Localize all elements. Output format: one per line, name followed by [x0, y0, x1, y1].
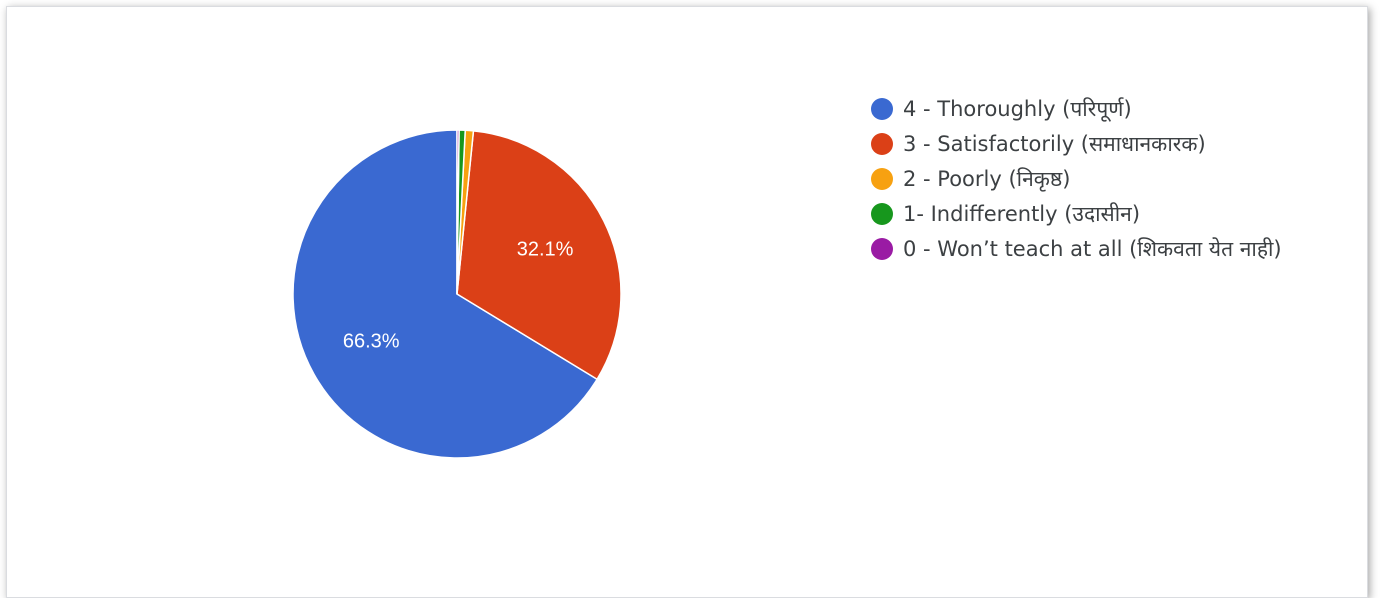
pie-slice-thoroughly: [292, 129, 599, 459]
legend-label-poorly: 2 - Poorly (निकृष्ठ): [903, 166, 1071, 191]
legend-dot-thoroughly: [871, 97, 893, 120]
legend-dot-poorly: [871, 167, 893, 190]
pie-chart: 66.3% 32.1%: [292, 129, 622, 459]
legend-label-satisfactorily: 3 - Satisfactorily (समाधानकारक): [903, 131, 1206, 156]
legend-item-poorly: 2 - Poorly (निकृष्ठ): [871, 161, 1282, 196]
legend-label-thoroughly: 4 - Thoroughly (परिपूर्ण): [903, 96, 1132, 121]
legend-dot-wont-teach: [871, 237, 893, 260]
legend-item-indifferently: 1- Indifferently (उदासीन): [871, 196, 1282, 231]
data-label-satisfactorily: 32.1%: [517, 238, 574, 260]
data-label-thoroughly: 66.3%: [343, 330, 400, 352]
pie-slice-wont-teach: [456, 129, 460, 295]
chart-card: 66.3% 32.1% 4 - Thoroughly (परिपूर्ण) 3 -…: [6, 6, 1368, 598]
legend-label-wont-teach: 0 - Won’t teach at all (शिकवता येत नाही): [903, 236, 1282, 261]
legend-item-wont-teach: 0 - Won’t teach at all (शिकवता येत नाही): [871, 231, 1282, 266]
legend-item-satisfactorily: 3 - Satisfactorily (समाधानकारक): [871, 126, 1282, 161]
legend-item-thoroughly: 4 - Thoroughly (परिपूर्ण): [871, 91, 1282, 126]
legend-dot-satisfactorily: [871, 132, 893, 155]
legend: 4 - Thoroughly (परिपूर्ण) 3 - Satisfacto…: [871, 91, 1282, 266]
legend-dot-indifferently: [871, 202, 893, 225]
pie-slice-satisfactorily: [456, 130, 622, 381]
legend-label-indifferently: 1- Indifferently (उदासीन): [903, 201, 1141, 226]
